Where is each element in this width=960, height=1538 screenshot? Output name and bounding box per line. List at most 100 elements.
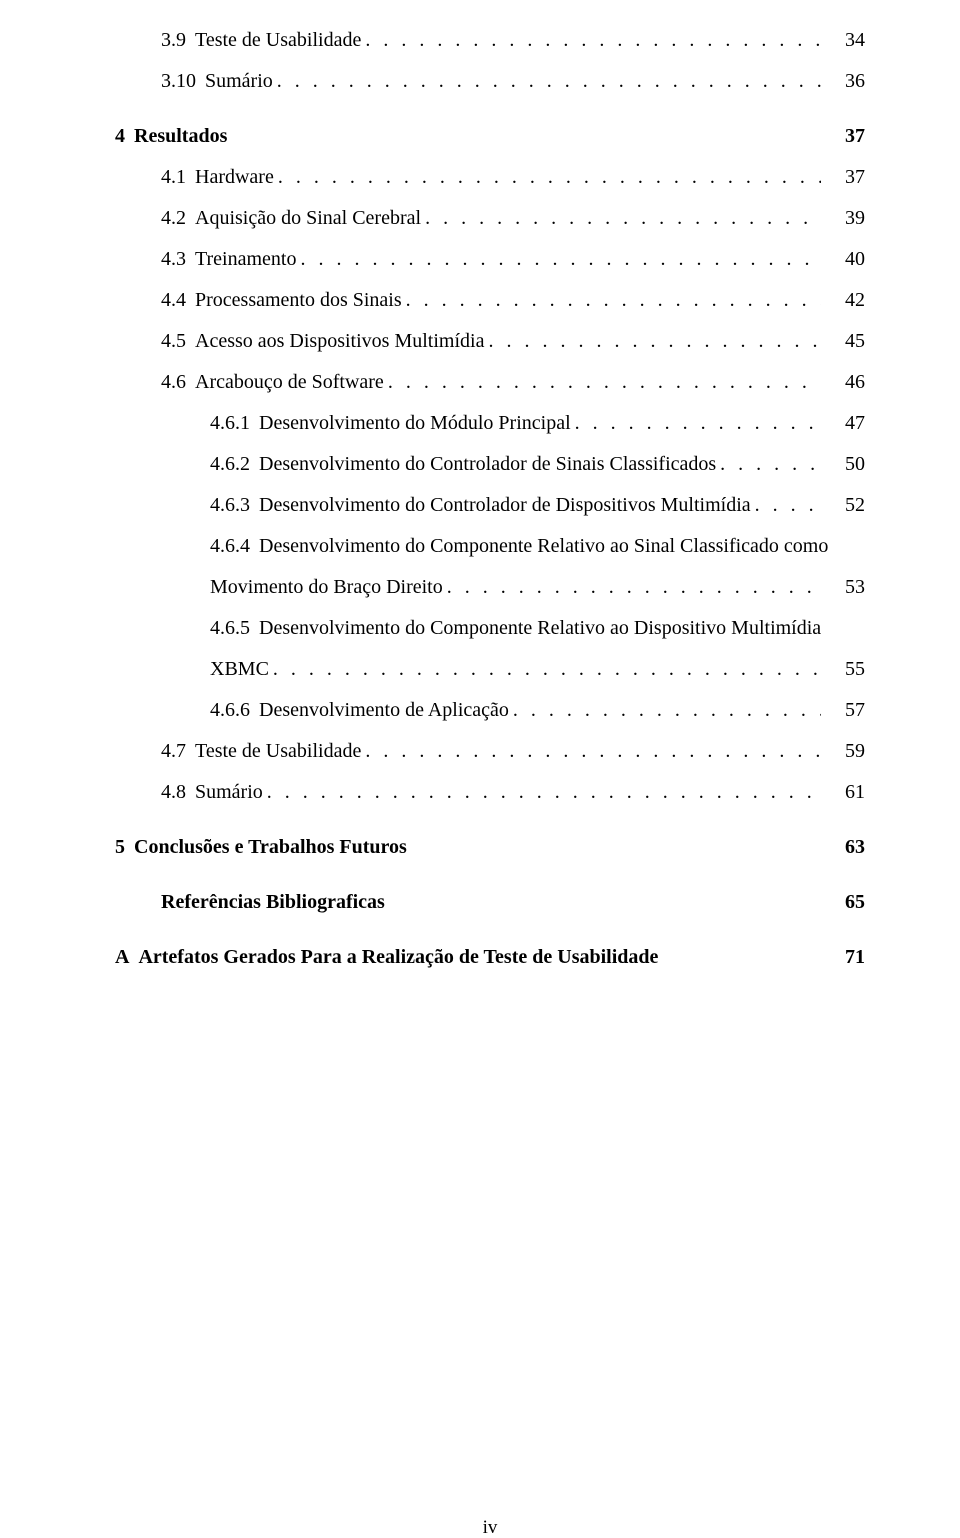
toc-leader [425,198,821,239]
toc-title: Desenvolvimento de Aplicação [259,690,509,731]
toc-title: Sumário [195,772,263,813]
toc-entry-4-3: 4.3 Treinamento 40 [115,239,865,280]
toc-number: 4.6.2 [210,444,250,485]
toc-entry-4-2: 4.2 Aquisição do Sinal Cerebral 39 [115,198,865,239]
toc-leader [365,731,821,772]
toc-page: 71 [825,937,865,978]
toc-entry-4-6-4: 4.6.4 Desenvolvimento do Componente Rela… [115,526,865,567]
toc-page: 45 [825,321,865,362]
toc-page: 36 [825,61,865,102]
toc-page: 61 [825,772,865,813]
toc-page: 52 [825,485,865,526]
toc-number: 4.6.6 [210,690,250,731]
toc-entry-4-6: 4.6 Arcabouço de Software 46 [115,362,865,403]
toc-leader [447,567,821,608]
toc-entry-4-6-6: 4.6.6 Desenvolvimento de Aplicação 57 [115,690,865,731]
toc-leader [488,321,821,362]
toc-title: Desenvolvimento do Controlador de Dispos… [259,485,751,526]
toc-title: Teste de Usabilidade [195,731,361,772]
toc-number: 4.7 [161,731,186,772]
toc-chapter-4: 4 Resultados 37 [115,116,865,157]
toc-references: Referências Bibliograficas 65 [115,882,865,923]
toc-leader [277,61,821,102]
toc-entry-4-5: 4.5 Acesso aos Dispositivos Multimídia 4… [115,321,865,362]
toc-number: 4.5 [161,321,186,362]
toc-entry-4-6-3: 4.6.3 Desenvolvimento do Controlador de … [115,485,865,526]
toc-leader [388,362,821,403]
toc-entry-4-7: 4.7 Teste de Usabilidade 59 [115,731,865,772]
toc-entry-3-9: 3.9 Teste de Usabilidade 34 [115,20,865,61]
toc-title: Artefatos Gerados Para a Realização de T… [138,937,658,978]
toc-number: 4.6.5 [210,608,250,649]
toc-entry-4-6-5: 4.6.5 Desenvolvimento do Componente Rela… [115,608,865,649]
toc-page: 53 [825,567,865,608]
toc-number: 3.9 [161,20,186,61]
page-number-footer: iv [115,1518,865,1537]
toc-number: 4.8 [161,772,186,813]
toc-entry-4-6-1: 4.6.1 Desenvolvimento do Módulo Principa… [115,403,865,444]
toc-title: Desenvolvimento do Componente Relativo a… [259,526,828,567]
toc-page: 50 [825,444,865,485]
toc-title: Desenvolvimento do Módulo Principal [259,403,571,444]
toc-leader [513,690,821,731]
toc-number: 4.2 [161,198,186,239]
toc-entry-4-6-4-cont: Movimento do Braço Direito 53 [115,567,865,608]
toc-number: 4.1 [161,157,186,198]
toc-number: 4 [115,116,125,157]
toc-entry-4-6-2: 4.6.2 Desenvolvimento do Controlador de … [115,444,865,485]
toc-number: 4.6.1 [210,403,250,444]
toc-page: 47 [825,403,865,444]
toc-page: 57 [825,690,865,731]
toc-page: 42 [825,280,865,321]
toc-page: 46 [825,362,865,403]
toc-leader [273,649,821,690]
toc-number: A [115,937,129,978]
toc-entry-4-4: 4.4 Processamento dos Sinais 42 [115,280,865,321]
toc-title: Sumário [205,61,273,102]
toc-title: Referências Bibliograficas [161,882,385,923]
toc-appendix-a: A Artefatos Gerados Para a Realização de… [115,937,865,978]
toc-title: Desenvolvimento do Controlador de Sinais… [259,444,716,485]
toc-title: Acesso aos Dispositivos Multimídia [195,321,484,362]
toc-entry-4-8: 4.8 Sumário 61 [115,772,865,813]
toc-page: 37 [825,116,865,157]
toc-leader [365,20,821,61]
toc-title: Treinamento [195,239,296,280]
toc-number: 4.6.4 [210,526,250,567]
toc-page: 59 [825,731,865,772]
toc-entry-4-6-5-cont: XBMC 55 [115,649,865,690]
toc-page: 39 [825,198,865,239]
toc-title-cont: XBMC [210,649,269,690]
toc-title: Arcabouço de Software [195,362,384,403]
toc-number: 4.4 [161,280,186,321]
toc-page: 40 [825,239,865,280]
toc-leader [575,403,821,444]
toc-number: 3.10 [161,61,196,102]
toc-chapter-5: 5 Conclusões e Trabalhos Futuros 63 [115,827,865,868]
toc-title: Hardware [195,157,274,198]
toc-page: 63 [825,827,865,868]
toc-page: 55 [825,649,865,690]
toc-number: 5 [115,827,125,868]
toc-page: 34 [825,20,865,61]
toc-page: 37 [825,157,865,198]
toc-number: 4.3 [161,239,186,280]
toc-leader [267,772,821,813]
toc-leader [406,280,821,321]
toc-leader [278,157,821,198]
toc-leader [755,485,821,526]
toc-title: Resultados [134,116,227,157]
toc-entry-4-1: 4.1 Hardware 37 [115,157,865,198]
toc-leader [300,239,821,280]
toc-title: Processamento dos Sinais [195,280,402,321]
toc-title: Teste de Usabilidade [195,20,361,61]
toc-title: Conclusões e Trabalhos Futuros [134,827,407,868]
toc-leader [720,444,821,485]
toc-title-cont: Movimento do Braço Direito [210,567,443,608]
toc-title: Desenvolvimento do Componente Relativo a… [259,608,821,649]
toc-number: 4.6 [161,362,186,403]
toc-number: 4.6.3 [210,485,250,526]
toc-title: Aquisição do Sinal Cerebral [195,198,421,239]
toc-entry-3-10: 3.10 Sumário 36 [115,61,865,102]
toc-page: 65 [825,882,865,923]
